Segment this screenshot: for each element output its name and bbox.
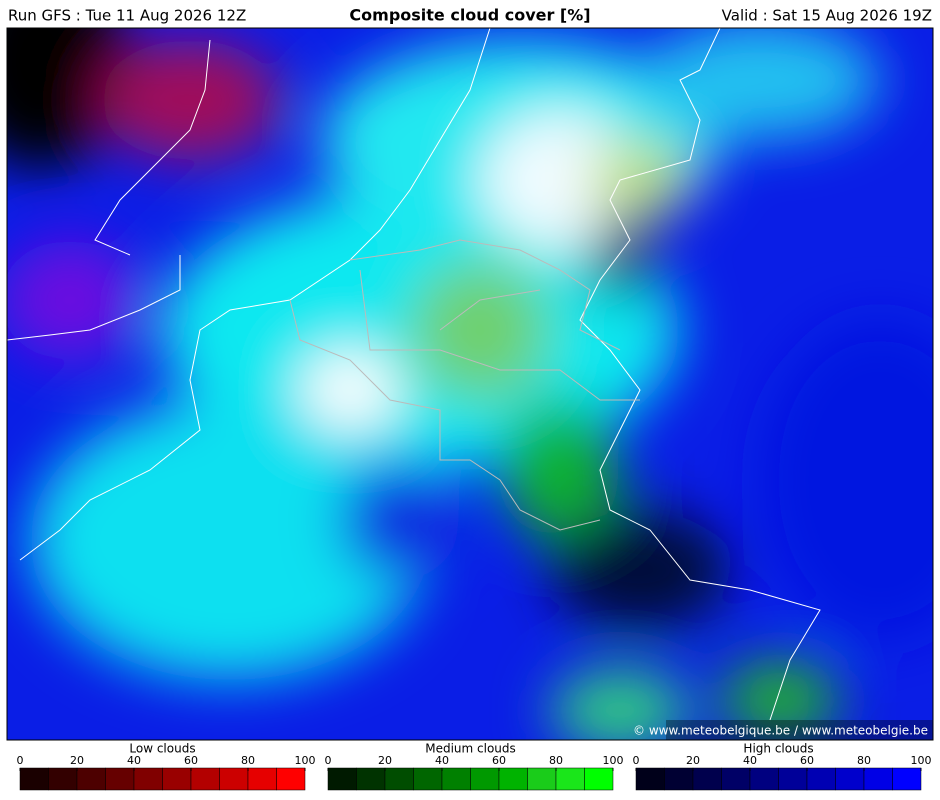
legend-swatch xyxy=(470,767,500,791)
legend-tick-label: 40 xyxy=(743,754,757,767)
legend-swatch xyxy=(778,767,808,791)
legend-tick-label: 80 xyxy=(241,754,255,767)
legend-swatch xyxy=(105,767,135,791)
legend-swatch xyxy=(162,767,192,791)
legend-swatch xyxy=(19,767,49,791)
valid-label: Valid : Sat 15 Aug 2026 19Z xyxy=(722,7,932,25)
legend-tick-label: 60 xyxy=(184,754,198,767)
legend-swatch xyxy=(327,767,357,791)
legend-swatch xyxy=(356,767,386,791)
legend-title: Low clouds xyxy=(129,742,195,756)
legend-tick-label: 100 xyxy=(603,754,624,767)
legend-swatch xyxy=(219,767,249,791)
legend-tick-label: 0 xyxy=(17,754,24,767)
legend-title: High clouds xyxy=(743,742,813,756)
legend-tick-label: 60 xyxy=(492,754,506,767)
legend-swatch xyxy=(835,767,865,791)
legend-tick-label: 20 xyxy=(686,754,700,767)
legend-swatch xyxy=(133,767,163,791)
legend-swatch xyxy=(247,767,277,791)
legend-swatch xyxy=(190,767,220,791)
legend-swatch xyxy=(749,767,779,791)
coastlines xyxy=(7,28,821,721)
legend-swatch xyxy=(441,767,471,791)
legend-tick-label: 100 xyxy=(295,754,316,767)
legend-tick-label: 0 xyxy=(633,754,640,767)
map-frame xyxy=(6,27,934,741)
legend-tick-label: 20 xyxy=(70,754,84,767)
legend-tick-label: 0 xyxy=(325,754,332,767)
legend-swatch xyxy=(555,767,585,791)
legend-swatch xyxy=(721,767,751,791)
legend-title: Medium clouds xyxy=(425,742,516,756)
legend-swatch xyxy=(806,767,836,791)
legend-swatch xyxy=(48,767,78,791)
legend-swatch xyxy=(527,767,557,791)
legend-swatch xyxy=(384,767,414,791)
cloud-field: © www.meteobelgique.be / www.meteobelgie… xyxy=(7,28,933,740)
borders xyxy=(289,239,640,531)
legend-swatch xyxy=(863,767,893,791)
legend-swatch xyxy=(76,767,106,791)
map-title: Composite cloud cover [%] xyxy=(349,6,590,25)
legend-swatch xyxy=(413,767,443,791)
legend-swatch xyxy=(276,767,306,791)
credit: © www.meteobelgique.be / www.meteobelgie… xyxy=(633,724,928,738)
legend-swatch xyxy=(692,767,722,791)
legend-swatch xyxy=(498,767,528,791)
legend-tick-label: 60 xyxy=(800,754,814,767)
legend-swatch xyxy=(635,767,665,791)
legend-swatch xyxy=(584,767,614,791)
legend-tick-label: 40 xyxy=(127,754,141,767)
legend-tick-label: 40 xyxy=(435,754,449,767)
legend-tick-label: 20 xyxy=(378,754,392,767)
legend-tick-label: 100 xyxy=(911,754,932,767)
legend-tick-label: 80 xyxy=(857,754,871,767)
legend-tick-label: 80 xyxy=(549,754,563,767)
legend-swatch xyxy=(892,767,922,791)
legend-swatch xyxy=(664,767,694,791)
run-label: Run GFS : Tue 11 Aug 2026 12Z xyxy=(8,7,246,25)
